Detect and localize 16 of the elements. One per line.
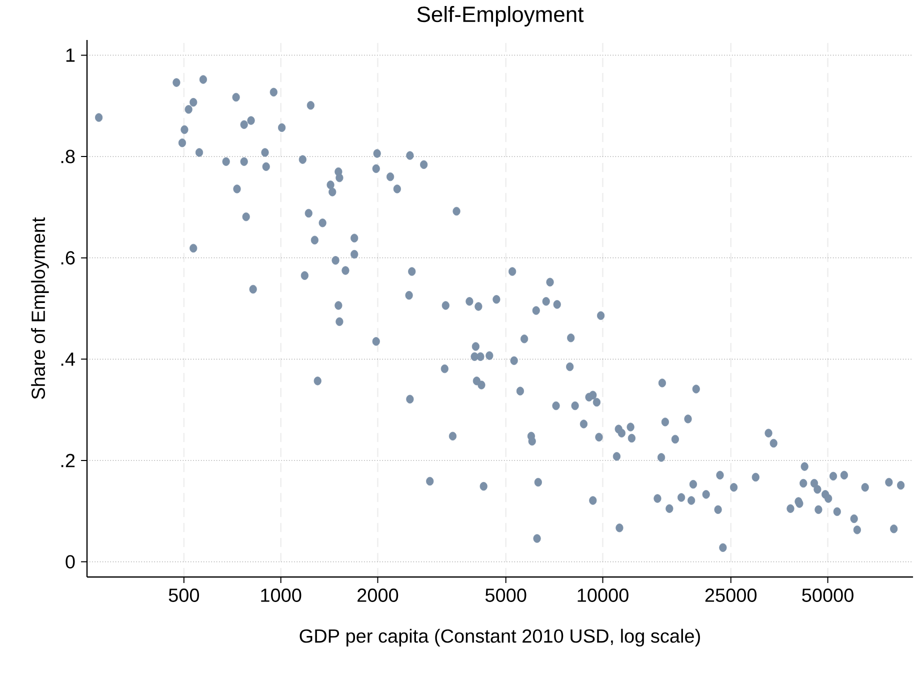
y-tick-label: 1 — [66, 48, 75, 62]
chart-title: Self-Employment — [417, 6, 584, 26]
y-tick-label: .8 — [61, 150, 75, 164]
x-tick-label: 500 — [168, 588, 200, 602]
x-axis-title: GDP per capita (Constant 2010 USD, log scale) — [300, 628, 700, 647]
x-tick-label: 2000 — [358, 588, 398, 602]
x-tick-label: 5000 — [485, 588, 526, 602]
x-tick-label: 1000 — [261, 588, 302, 602]
x-tick-label: 10000 — [578, 588, 628, 602]
y-tick-label: .2 — [61, 454, 75, 468]
y-tick-label: .6 — [61, 251, 75, 265]
y-tick-label: .4 — [61, 352, 75, 366]
y-axis-title: Share of Employment — [31, 217, 49, 399]
x-tick-label: 50000 — [802, 588, 854, 602]
y-tick-label: 0 — [66, 555, 75, 569]
x-tick-label: 25000 — [705, 588, 757, 602]
